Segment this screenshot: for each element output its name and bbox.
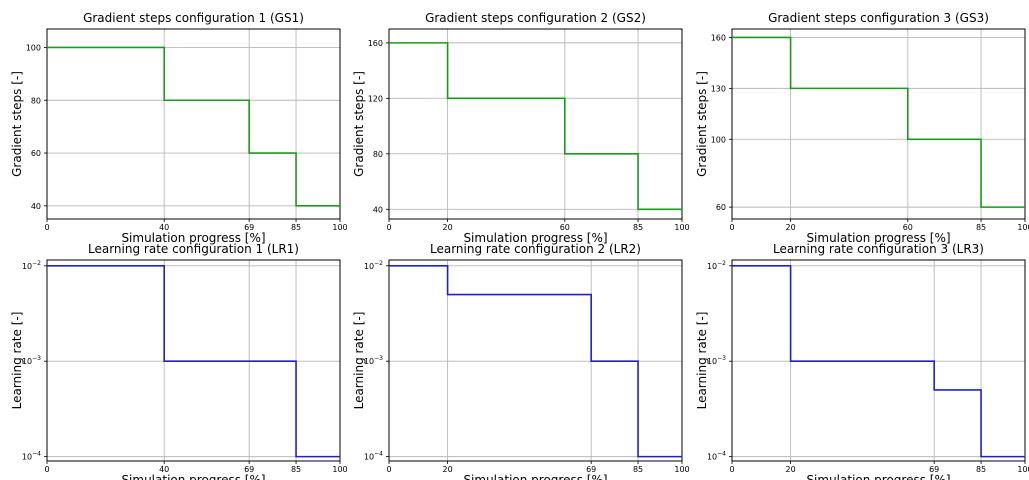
x-tick-label: 100 <box>674 223 689 232</box>
y-tick-label: 10−3 <box>22 355 41 366</box>
y-tick-label: 10−2 <box>22 260 41 271</box>
subplot-1: 0 40 69 85 100 40 60 80 100 Gradient steps config… <box>10 11 348 245</box>
x-axis-label: Simulation progress [%] <box>121 231 265 245</box>
x-tick-label: 20 <box>443 223 453 232</box>
x-tick-label: 40 <box>159 465 169 474</box>
y-tick-label: 100 <box>26 43 41 52</box>
y-tick-label: 10−2 <box>364 260 383 271</box>
y-tick-label: 80 <box>31 96 41 105</box>
y-axis-label: Learning rate [-] <box>10 312 24 410</box>
y-tick-label: 10−4 <box>22 451 41 462</box>
subplot-title: Learning rate configuration 1 (LR1) <box>88 242 299 256</box>
axes-frame <box>46 259 341 462</box>
y-tick-label: 160 <box>711 33 726 42</box>
x-tick-label: 40 <box>159 223 169 232</box>
y-tick-label: 10−3 <box>707 355 726 366</box>
x-tick-label: 100 <box>1017 465 1029 474</box>
y-tick-label: 10−4 <box>364 451 383 462</box>
x-axis-label: Simulation progress [%] <box>806 473 950 480</box>
x-tick-label: 0 <box>386 223 391 232</box>
subplot-title: Gradient steps configuration 3 (GS3) <box>768 11 989 25</box>
axes-frame <box>731 28 1026 220</box>
x-tick-label: 60 <box>560 223 570 232</box>
x-tick-label: 0 <box>44 465 49 474</box>
y-tick-label: 80 <box>373 150 383 159</box>
x-tick-label: 69 <box>586 465 596 474</box>
series-line <box>47 264 340 458</box>
subplot-title: Learning rate configuration 3 (LR3) <box>773 242 984 256</box>
series-line <box>389 264 682 458</box>
y-tick-label: 120 <box>368 94 383 103</box>
x-tick-label: 85 <box>633 223 643 232</box>
subplot-3: 0 20 60 85 100 60 100 130 160 Gradient steps conf… <box>695 11 1029 245</box>
x-tick-label: 0 <box>386 465 391 474</box>
y-tick-label: 160 <box>368 39 383 48</box>
axes-frame <box>46 28 341 220</box>
y-tick-label: 10−4 <box>707 451 726 462</box>
x-tick-label: 100 <box>332 465 347 474</box>
subplot-title: Gradient steps configuration 2 (GS2) <box>425 11 646 25</box>
subplot-4: 0 40 69 85 100 10−4 10−3 10−2 Learning rate conf… <box>10 242 348 480</box>
x-tick-label: 100 <box>332 223 347 232</box>
y-tick-label: 60 <box>716 203 726 212</box>
y-axis-label: Gradient steps [-] <box>695 71 709 177</box>
x-tick-label: 60 <box>903 223 913 232</box>
y-tick-label: 130 <box>711 84 726 93</box>
x-tick-label: 85 <box>633 465 643 474</box>
y-tick-label: 100 <box>711 135 726 144</box>
x-tick-label: 69 <box>244 465 254 474</box>
y-tick-label: 10−3 <box>364 355 383 366</box>
axes-frame <box>731 259 1026 462</box>
y-tick-label: 40 <box>31 202 41 211</box>
x-tick-label: 85 <box>291 223 301 232</box>
x-tick-label: 20 <box>786 223 796 232</box>
y-axis-label: Gradient steps [-] <box>352 71 366 177</box>
x-axis-label: Simulation progress [%] <box>463 473 607 480</box>
x-tick-label: 85 <box>976 223 986 232</box>
y-tick-label: 40 <box>373 205 383 214</box>
x-tick-label: 0 <box>44 223 49 232</box>
series-line <box>732 36 1025 208</box>
x-axis-label: Simulation progress [%] <box>121 473 265 480</box>
subplot-5: 0 20 69 85 100 10−4 10−3 10−2 Learning rate conf… <box>352 242 690 480</box>
x-tick-label: 85 <box>291 465 301 474</box>
x-tick-label: 69 <box>929 465 939 474</box>
x-tick-label: 0 <box>729 223 734 232</box>
x-tick-label: 20 <box>443 465 453 474</box>
x-tick-label: 69 <box>244 223 254 232</box>
series-line <box>732 264 1025 458</box>
axes-frame <box>388 259 683 462</box>
x-axis-label: Simulation progress [%] <box>463 231 607 245</box>
subplot-title: Learning rate configuration 2 (LR2) <box>430 242 641 256</box>
subplot-2: 0 20 60 85 100 40 80 120 160 Gradient steps confi… <box>352 11 690 245</box>
axes-frame <box>388 28 683 220</box>
y-axis-label: Learning rate [-] <box>695 312 709 410</box>
y-tick-label: 60 <box>31 149 41 158</box>
y-axis-label: Learning rate [-] <box>352 312 366 410</box>
x-tick-label: 100 <box>1017 223 1029 232</box>
x-tick-label: 85 <box>976 465 986 474</box>
series-line <box>47 46 340 207</box>
subplot-title: Gradient steps configuration 1 (GS1) <box>83 11 304 25</box>
x-tick-label: 100 <box>674 465 689 474</box>
x-axis-label: Simulation progress [%] <box>806 231 950 245</box>
x-tick-label: 20 <box>786 465 796 474</box>
y-axis-label: Gradient steps [-] <box>10 71 24 177</box>
x-tick-label: 0 <box>729 465 734 474</box>
series-line <box>389 42 682 211</box>
subplot-6: 0 20 69 85 100 10−4 10−3 10−2 Learning rate conf… <box>695 242 1029 480</box>
y-tick-label: 10−2 <box>707 260 726 271</box>
